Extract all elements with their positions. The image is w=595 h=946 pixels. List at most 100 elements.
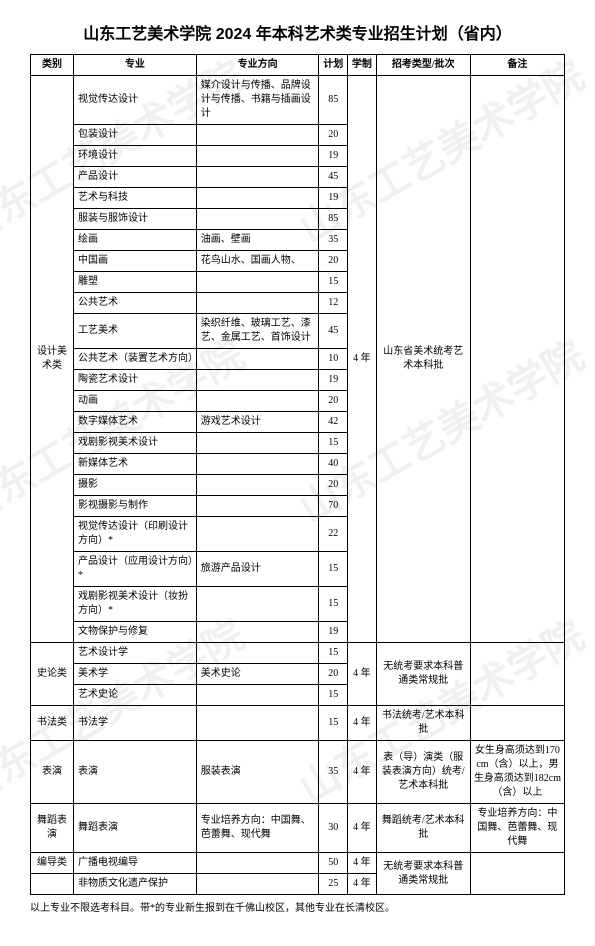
- plan-cell: 85: [319, 209, 348, 230]
- plan-cell: 50: [319, 853, 348, 874]
- major-cell: 服装与服饰设计: [73, 209, 196, 230]
- major-cell: 表演: [73, 741, 196, 804]
- plan-cell: 20: [319, 475, 348, 496]
- plan-cell: 15: [319, 433, 348, 454]
- plan-cell: 10: [319, 349, 348, 370]
- major-cell: 美术学: [73, 664, 196, 685]
- direction-cell: [196, 209, 319, 230]
- category-cell: [31, 874, 74, 895]
- major-cell: 公共艺术（装置艺术方向）: [73, 349, 196, 370]
- direction-cell: [196, 454, 319, 475]
- table-header-row: 类别 专业 专业方向 计划 学制 招考类型/批次 备注: [31, 55, 565, 76]
- duration-cell: 4 年: [348, 706, 377, 741]
- table-body: 设计美术类视觉传达设计媒介设计与传播、品牌设计与传播、书籍与插画设计854 年山…: [31, 76, 565, 895]
- major-cell: 雕塑: [73, 272, 196, 293]
- table-row: 表演表演服装表演354 年表（导）演类（服装表演方向）统考/艺术本科批女生身高须…: [31, 741, 565, 804]
- direction-cell: [196, 874, 319, 895]
- table-row: 设计美术类视觉传达设计媒介设计与传播、品牌设计与传播、书籍与插画设计854 年山…: [31, 76, 565, 125]
- plan-cell: 40: [319, 454, 348, 475]
- plan-cell: 35: [319, 230, 348, 251]
- table-row: 编导类广播电视编导504 年无统考要求本科普通类常规批: [31, 853, 565, 874]
- direction-cell: [196, 167, 319, 188]
- duration-cell: 4 年: [348, 741, 377, 804]
- direction-cell: [196, 370, 319, 391]
- plan-cell: 15: [319, 552, 348, 587]
- plan-cell: 15: [319, 643, 348, 664]
- major-cell: 视觉传达设计: [73, 76, 196, 125]
- direction-cell: [196, 433, 319, 454]
- major-cell: 戏剧影视美术设计（妆扮方向）*: [73, 587, 196, 622]
- duration-cell: 4 年: [348, 76, 377, 643]
- category-cell: 表演: [31, 741, 74, 804]
- major-cell: 中国画: [73, 251, 196, 272]
- col-major: 专业: [73, 55, 196, 76]
- category-cell: 设计美术类: [31, 76, 74, 643]
- major-cell: 艺术与科技: [73, 188, 196, 209]
- plan-cell: 45: [319, 314, 348, 349]
- major-cell: 摄影: [73, 475, 196, 496]
- col-category: 类别: [31, 55, 74, 76]
- footnote: 以上专业不限选考科目。带*的专业新生报到在千佛山校区，其他专业在长清校区。: [30, 901, 565, 916]
- plan-cell: 19: [319, 188, 348, 209]
- plan-cell: 15: [319, 706, 348, 741]
- direction-cell: [196, 685, 319, 706]
- exam-type-cell: 山东省美术统考艺术本科批: [376, 76, 470, 643]
- plan-cell: 25: [319, 874, 348, 895]
- plan-cell: 30: [319, 804, 348, 853]
- direction-cell: [196, 643, 319, 664]
- major-cell: 戏剧影视美术设计: [73, 433, 196, 454]
- plan-cell: 15: [319, 272, 348, 293]
- major-cell: 包装设计: [73, 125, 196, 146]
- direction-cell: 花鸟山水、国画人物、: [196, 251, 319, 272]
- plan-cell: 45: [319, 167, 348, 188]
- direction-cell: [196, 146, 319, 167]
- plan-cell: 20: [319, 391, 348, 412]
- duration-cell: 4 年: [348, 853, 377, 874]
- direction-cell: [196, 622, 319, 643]
- category-cell: 编导类: [31, 853, 74, 874]
- direction-cell: [196, 272, 319, 293]
- col-direction: 专业方向: [196, 55, 319, 76]
- major-cell: 艺术设计学: [73, 643, 196, 664]
- remark-cell: [470, 853, 564, 895]
- plan-cell: 19: [319, 146, 348, 167]
- duration-cell: 4 年: [348, 874, 377, 895]
- plan-cell: 19: [319, 622, 348, 643]
- remark-cell: [470, 643, 564, 706]
- direction-cell: 旅游产品设计: [196, 552, 319, 587]
- major-cell: 数字媒体艺术: [73, 412, 196, 433]
- plan-cell: 85: [319, 76, 348, 125]
- remark-cell: [470, 706, 564, 741]
- direction-cell: 油画、壁画: [196, 230, 319, 251]
- exam-type-cell: 表（导）演类（服装表演方向）统考/艺术本科批: [376, 741, 470, 804]
- direction-cell: [196, 517, 319, 552]
- plan-cell: 35: [319, 741, 348, 804]
- major-cell: 产品设计（应用设计方向）*: [73, 552, 196, 587]
- major-cell: 公共艺术: [73, 293, 196, 314]
- major-cell: 陶瓷艺术设计: [73, 370, 196, 391]
- major-cell: 书法学: [73, 706, 196, 741]
- remark-cell: 女生身高须达到170cm（含）以上，男生身高须达到182cm（含）以上: [470, 741, 564, 804]
- category-cell: 史论类: [31, 643, 74, 706]
- major-cell: 文物保护与修复: [73, 622, 196, 643]
- exam-type-cell: 无统考要求本科普通类常规批: [376, 853, 470, 895]
- major-cell: 工艺美术: [73, 314, 196, 349]
- table-row: 史论类艺术设计学154 年无统考要求本科普通类常规批: [31, 643, 565, 664]
- direction-cell: [196, 293, 319, 314]
- table-row: 书法类书法学 154 年书法统考/艺术本科批: [31, 706, 565, 741]
- major-cell: 动画: [73, 391, 196, 412]
- direction-cell: [196, 496, 319, 517]
- plan-cell: 15: [319, 587, 348, 622]
- major-cell: 环境设计: [73, 146, 196, 167]
- col-plan: 计划: [319, 55, 348, 76]
- major-cell: 绘画: [73, 230, 196, 251]
- major-cell: 新媒体艺术: [73, 454, 196, 475]
- exam-type-cell: 无统考要求本科普通类常规批: [376, 643, 470, 706]
- direction-cell: 专业培养方向：中国舞、芭蕾舞、现代舞: [196, 804, 319, 853]
- direction-cell: [196, 475, 319, 496]
- exam-type-cell: 书法统考/艺术本科批: [376, 706, 470, 741]
- duration-cell: 4 年: [348, 643, 377, 706]
- col-exam-type: 招考类型/批次: [376, 55, 470, 76]
- category-cell: 书法类: [31, 706, 74, 741]
- col-remark: 备注: [470, 55, 564, 76]
